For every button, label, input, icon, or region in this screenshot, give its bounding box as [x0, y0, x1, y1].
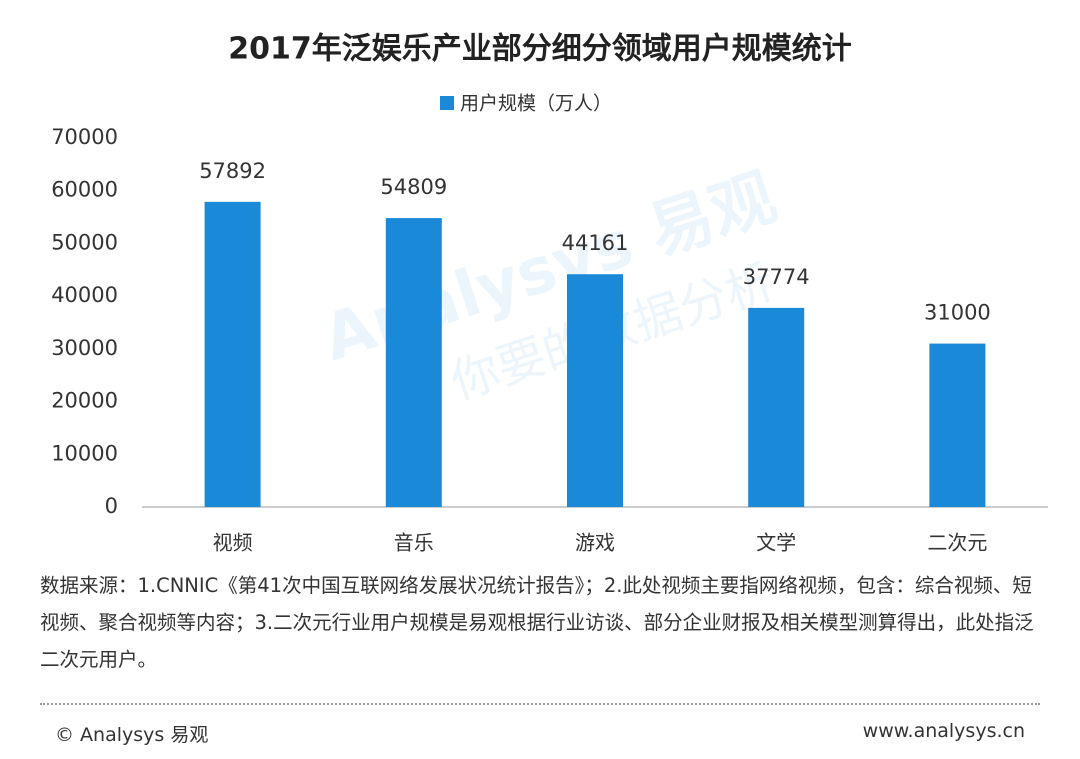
y-tick-label: 0 [105, 494, 118, 518]
x-tick-label: 二次元 [927, 531, 987, 555]
bar [204, 201, 261, 507]
data-label: 54809 [380, 175, 447, 199]
x-tick-label: 文学 [756, 531, 796, 555]
y-tick-label: 30000 [51, 336, 118, 360]
bar [929, 343, 986, 507]
y-tick-label: 40000 [51, 283, 118, 307]
data-label: 57892 [199, 159, 266, 183]
x-tick-label: 游戏 [575, 531, 615, 555]
website: www.analysys.cn [862, 720, 1025, 742]
copyright: © Analysys 易观 [55, 724, 209, 746]
x-tick-label: 音乐 [394, 531, 434, 555]
y-tick-label: 70000 [51, 125, 118, 149]
y-tick-label: 20000 [51, 389, 118, 413]
y-tick-label: 50000 [51, 230, 118, 254]
y-tick-label: 10000 [51, 441, 118, 465]
chart-title: 2017年泛娱乐产业部分细分领域用户规模统计 [228, 32, 852, 67]
x-tick-label: 视频 [213, 531, 253, 555]
data-label: 37774 [743, 265, 810, 289]
bar [385, 218, 442, 507]
legend-swatch [440, 96, 454, 110]
divider [40, 703, 1040, 705]
data-label: 44161 [562, 231, 629, 255]
source-note: 数据来源：1.CNNIC《第41次中国互联网络发展状况统计报告》；2.此处视频主… [40, 574, 1034, 671]
bar [748, 307, 805, 507]
bar [567, 274, 623, 507]
chart: Analysys 易观 你要的数据分析 2017年泛娱乐产业部分细分领域用户规模… [51, 32, 1048, 555]
data-label: 31000 [924, 301, 991, 325]
legend-label: 用户规模（万人） [460, 93, 612, 115]
y-tick-label: 60000 [51, 178, 118, 202]
